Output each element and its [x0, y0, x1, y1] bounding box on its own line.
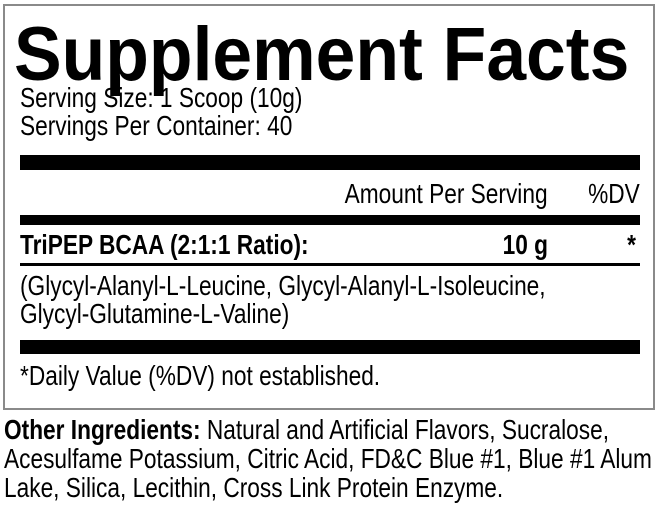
- nutrient-amount: 10 g: [502, 229, 548, 260]
- thick-divider-bottom: [20, 340, 640, 354]
- serving-info: Serving Size: 1 Scoop (10g) Servings Per…: [20, 84, 369, 140]
- other-ingredients: Other Ingredients: Natural and Artificia…: [4, 415, 664, 502]
- facts-box: Supplement Facts Serving Size: 1 Scoop (…: [3, 4, 655, 410]
- thin-divider: [20, 263, 640, 266]
- thick-divider-top: [20, 155, 640, 170]
- facts-title: Supplement Facts: [14, 12, 630, 97]
- column-header-row: Amount Per Serving %DV: [20, 180, 640, 208]
- nutrient-name: TriPEP BCAA (2:1:1 Ratio):: [20, 229, 309, 260]
- thick-divider-header: [20, 215, 640, 225]
- other-ingredients-line: Acesulfame Potassium, Citric Acid, FD&C …: [4, 443, 652, 474]
- nutrient-row: TriPEP BCAA (2:1:1 Ratio): 10 g *: [20, 231, 640, 259]
- other-ingredients-text: Natural and Artificial Flavors, Sucralos…: [206, 414, 610, 445]
- servings-per-container: Servings Per Container: 40: [20, 110, 293, 141]
- ingredient-detail: (Glycyl-Alanyl-L-Leucine, Glycyl-Alanyl-…: [20, 272, 664, 328]
- other-ingredients-line: Lake, Silica, Lecithin, Cross Link Prote…: [4, 472, 504, 503]
- ingredient-detail-line: (Glycyl-Alanyl-L-Leucine, Glycyl-Alanyl-…: [20, 270, 546, 301]
- ingredient-detail-line: Glycyl-Glutamine-L-Valine): [20, 298, 290, 329]
- serving-size: Serving Size: 1 Scoop (10g): [20, 82, 303, 113]
- other-ingredients-line: Other Ingredients: Natural and Artificia…: [4, 415, 652, 444]
- nutrient-dv-asterisk: *: [627, 229, 636, 260]
- dv-footnote: *Daily Value (%DV) not established.: [20, 360, 381, 391]
- amount-per-serving-header: Amount Per Serving: [345, 178, 548, 209]
- other-ingredients-label: Other Ingredients:: [4, 414, 201, 445]
- percent-dv-header: %DV: [588, 178, 640, 209]
